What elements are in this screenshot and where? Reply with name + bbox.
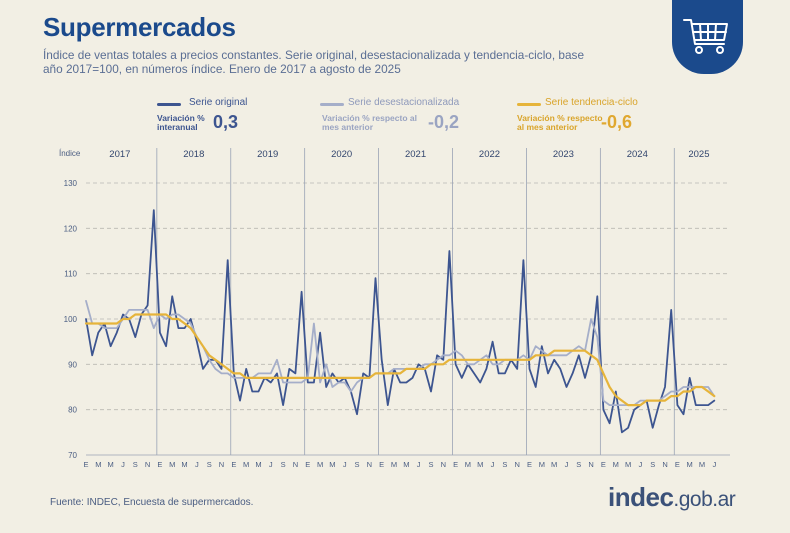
month-tick-label: E (379, 460, 384, 469)
legend-caption-desest: Variación % respecto al mes anterior (322, 113, 417, 132)
logo-bold: indec (608, 482, 674, 512)
year-label: 2018 (183, 149, 204, 160)
month-tick-label: M (625, 460, 631, 469)
month-tick-label: N (219, 460, 224, 469)
month-tick-label: S (207, 460, 212, 469)
month-tick-label: M (613, 460, 619, 469)
series-line-desestacionalizada (85, 299, 716, 407)
month-tick-label: M (329, 460, 335, 469)
y-tick-label: 100 (64, 315, 78, 324)
month-tick-label: M (465, 460, 471, 469)
legend-swatch-desest (320, 103, 344, 106)
legend-label-desest: Serie desestacionalizada (348, 97, 460, 108)
month-tick-label: N (293, 460, 298, 469)
y-tick-label: 120 (64, 224, 78, 233)
month-tick-label: N (662, 460, 667, 469)
month-tick-label: J (712, 460, 716, 469)
y-axis-label: Índice (59, 149, 81, 158)
logo-rest: .gob.ar (673, 488, 736, 511)
month-tick-label: J (491, 460, 495, 469)
month-tick-label: S (133, 460, 138, 469)
legend-swatch-original (157, 103, 181, 106)
month-tick-label: S (355, 460, 360, 469)
month-tick-label: S (650, 460, 655, 469)
indec-logo: indec.gob.ar (608, 482, 736, 513)
month-tick-label: J (121, 460, 125, 469)
month-tick-label: N (441, 460, 446, 469)
month-tick-label: N (145, 460, 150, 469)
month-tick-label: M (169, 460, 175, 469)
source-note: Fuente: INDEC, Encuesta de supermercados… (50, 497, 254, 508)
month-tick-label: N (367, 460, 372, 469)
month-tick-label: M (551, 460, 557, 469)
series-line-tendencia-ciclo (84, 313, 716, 407)
month-tick-label: E (83, 460, 88, 469)
legend-value-original: 0,3 (213, 112, 239, 132)
month-tick-label: S (428, 460, 433, 469)
month-tick-label: M (403, 460, 409, 469)
month-tick-label: N (514, 460, 519, 469)
month-tick-label: M (95, 460, 101, 469)
shopping-cart-icon (683, 19, 728, 54)
y-tick-label: 70 (68, 451, 77, 460)
series-line-original (85, 209, 716, 434)
year-label: 2020 (331, 149, 352, 160)
month-tick-label: E (157, 460, 162, 469)
month-tick-label: M (255, 460, 261, 469)
month-tick-label: E (527, 460, 532, 469)
month-tick-label: M (108, 460, 114, 469)
month-tick-label: S (576, 460, 581, 469)
legend-caption-original: Variación % interanual (157, 113, 205, 132)
legend-value-tendencia: -0,6 (601, 112, 633, 132)
month-tick-label: M (699, 460, 705, 469)
month-tick-label: M (539, 460, 545, 469)
page-title: Supermercados (43, 12, 236, 42)
legend-swatch-tendencia (517, 103, 541, 106)
page-subtitle: Índice de ventas totales a precios const… (43, 48, 585, 76)
month-tick-label: M (243, 460, 249, 469)
month-tick-label: M (317, 460, 323, 469)
month-tick-label: S (502, 460, 507, 469)
month-tick-label: E (601, 460, 606, 469)
year-label: 2021 (405, 149, 426, 160)
legend-caption-tendencia: Variación % respecto al mes anterior (517, 113, 603, 132)
month-tick-label: J (343, 460, 347, 469)
y-tick-label: 80 (68, 406, 77, 415)
header-badge (672, 0, 743, 74)
month-tick-label: J (195, 460, 199, 469)
month-tick-label: S (281, 460, 286, 469)
month-tick-label: J (417, 460, 421, 469)
y-tick-label: 130 (64, 179, 78, 188)
month-tick-label: N (588, 460, 593, 469)
month-tick-label: M (181, 460, 187, 469)
month-tick-label: M (477, 460, 483, 469)
year-label: 2024 (627, 149, 648, 160)
y-tick-label: 90 (68, 360, 77, 369)
legend-label-tendencia: Serie tendencia-ciclo (545, 97, 638, 108)
month-tick-label: E (231, 460, 236, 469)
month-tick-label: M (391, 460, 397, 469)
legend-value-desest: -0,2 (428, 112, 460, 132)
month-tick-label: E (453, 460, 458, 469)
year-label: 2025 (688, 149, 709, 160)
month-tick-label: E (305, 460, 310, 469)
year-label: 2017 (109, 149, 130, 160)
year-label: 2023 (553, 149, 574, 160)
year-label: 2019 (257, 149, 278, 160)
year-label: 2022 (479, 149, 500, 160)
month-tick-label: J (269, 460, 273, 469)
legend-label-original: Serie original (189, 97, 248, 108)
month-tick-label: J (565, 460, 569, 469)
month-tick-label: M (687, 460, 693, 469)
month-tick-label: E (675, 460, 680, 469)
month-tick-label: J (639, 460, 643, 469)
line-chart: 70 80 90 100 110 120 130 Índice 2017 2018 2019 2020… (59, 148, 730, 469)
y-tick-label: 110 (64, 270, 77, 279)
